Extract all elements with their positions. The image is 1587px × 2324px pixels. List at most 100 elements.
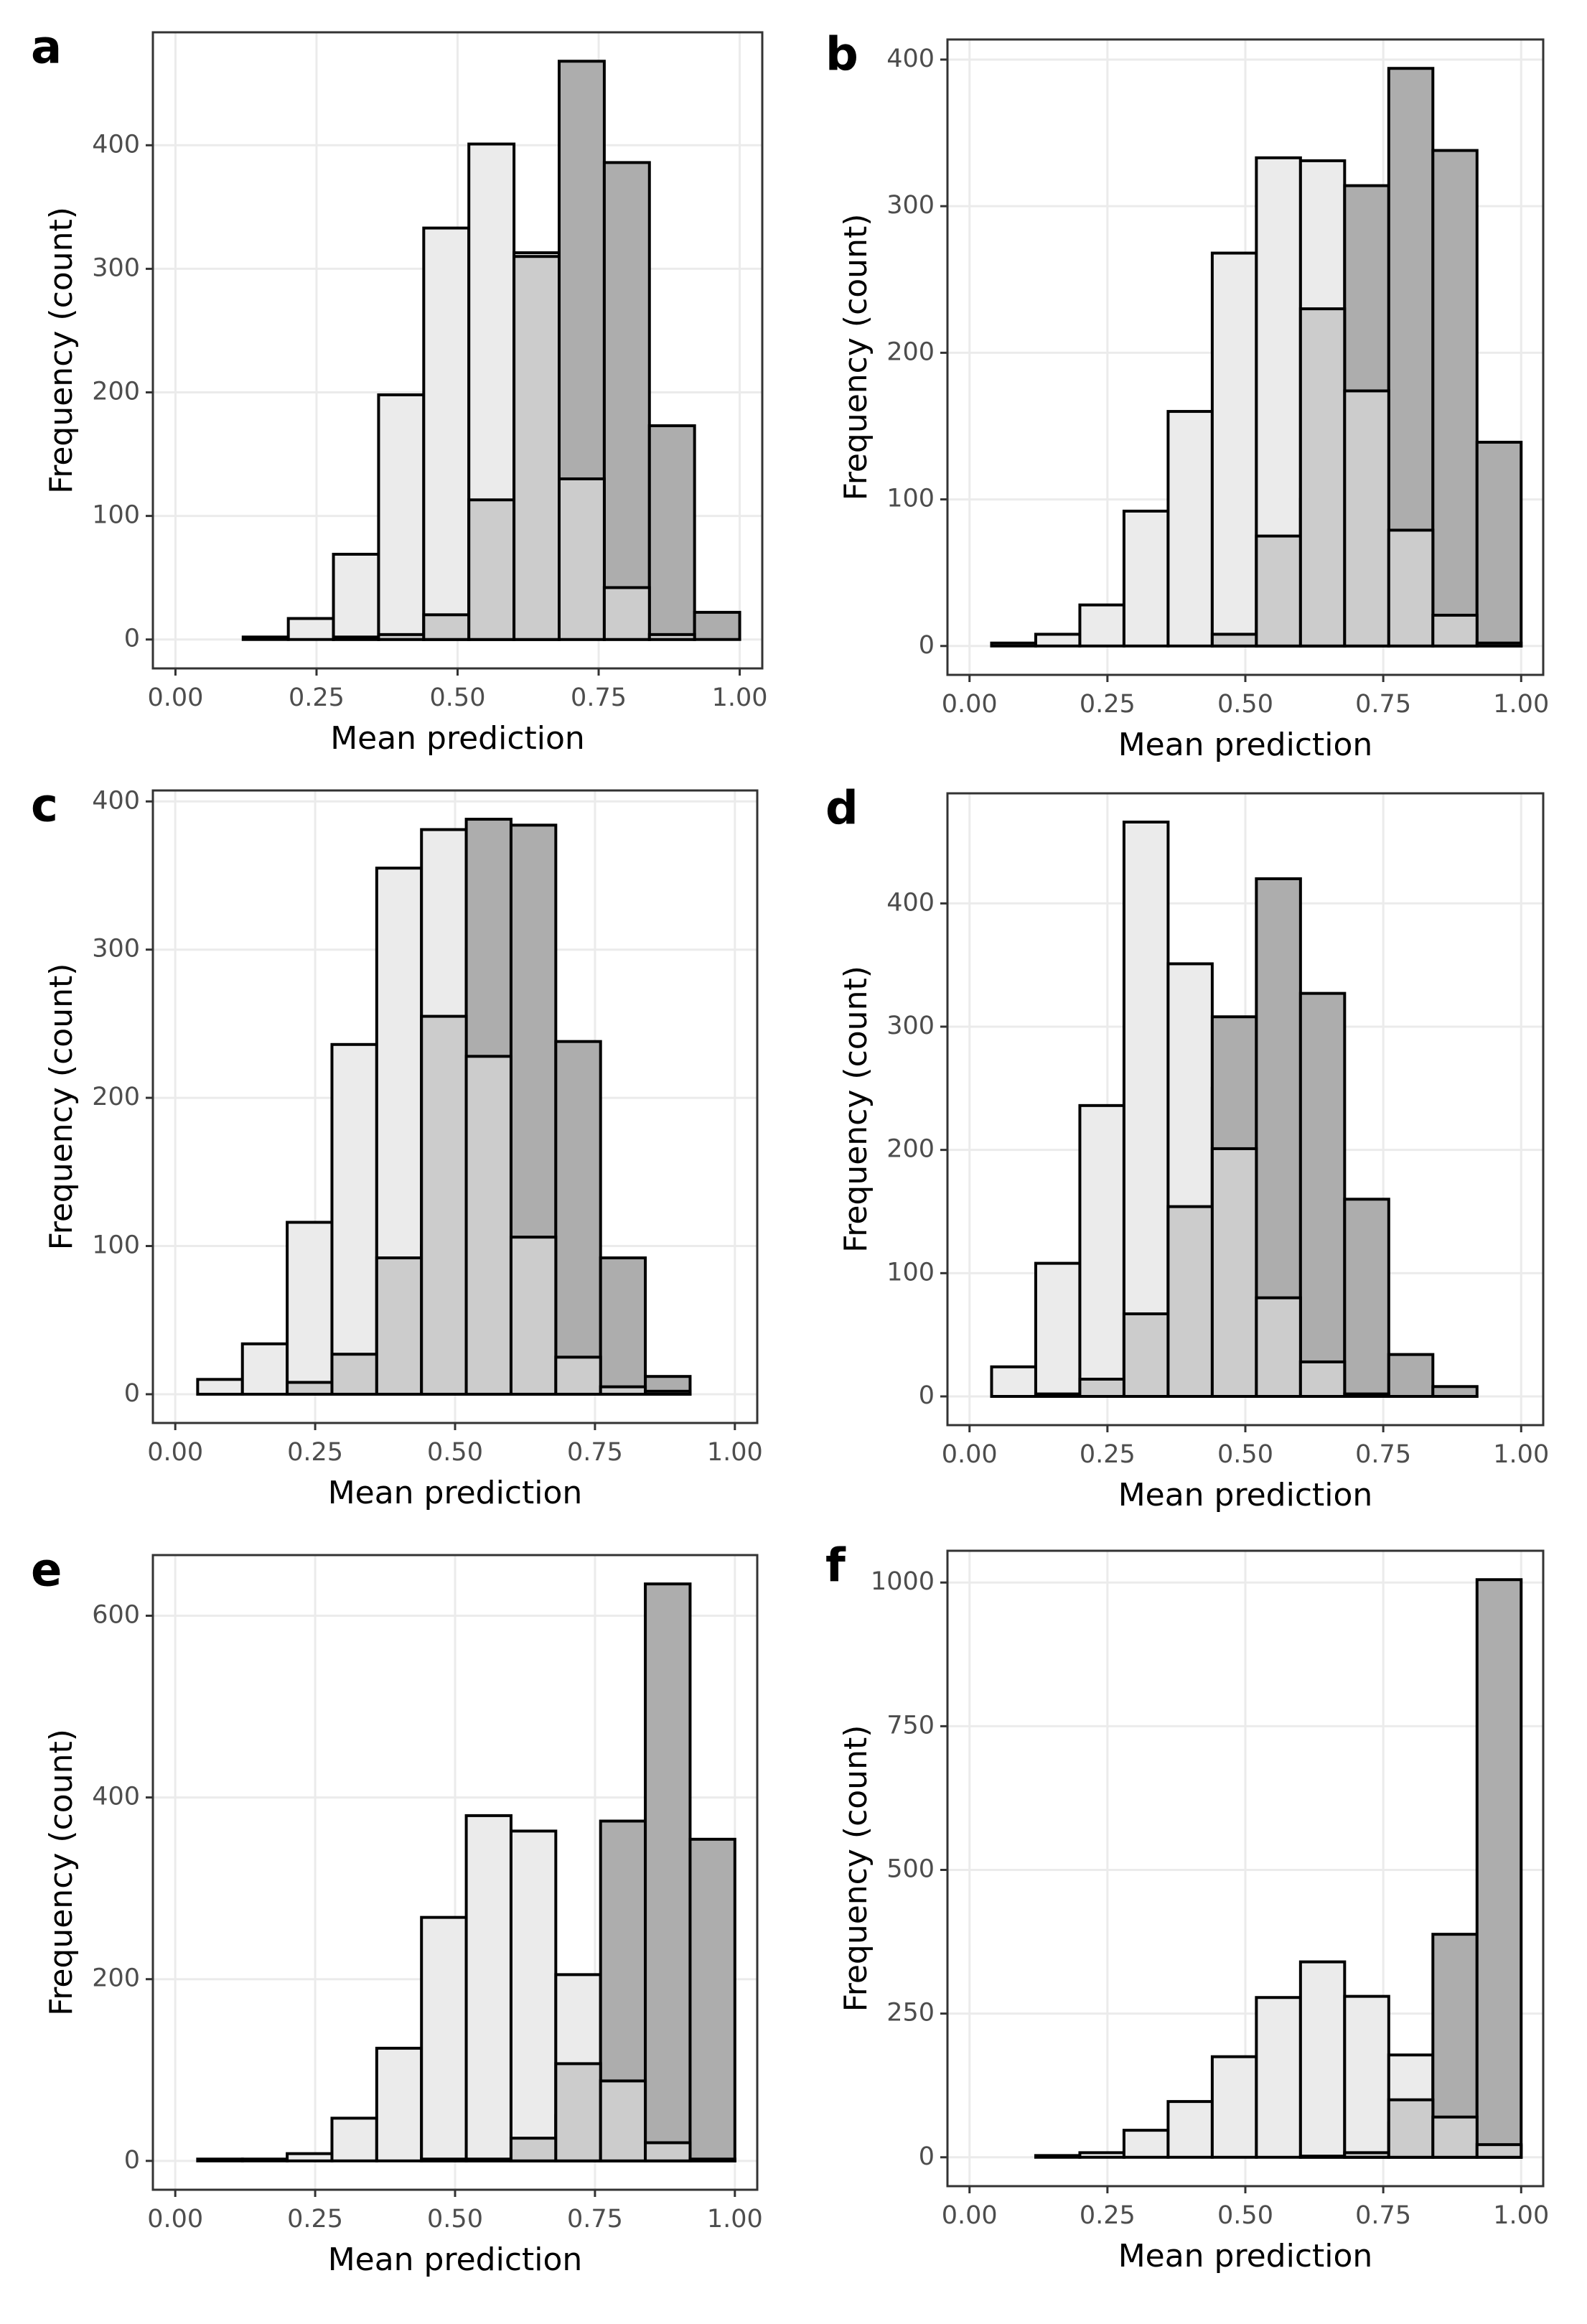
histogram-bar (688, 1837, 736, 2162)
histogram-bar (1475, 641, 1523, 648)
x-tick-label: 0.75 (1355, 2201, 1411, 2230)
histogram-bar (1343, 1392, 1390, 1399)
histogram-bar (1034, 1392, 1082, 1399)
histogram-bar (1078, 603, 1125, 648)
y-tick-label: 0 (919, 631, 935, 660)
histogram-bar (554, 2062, 602, 2162)
histogram-bar (1122, 2129, 1170, 2159)
panel-letter: e (31, 1544, 62, 1597)
x-tick-label: 0.25 (287, 2205, 343, 2234)
histogram-bar (464, 2157, 512, 2162)
x-tick-label: 1.00 (1493, 690, 1549, 719)
y-tick-label: 300 (886, 191, 935, 220)
panel-letter: d (825, 783, 858, 836)
x-tick-label: 0.00 (147, 2205, 203, 2234)
x-tick-label: 1.00 (707, 1438, 763, 1467)
histogram-bar (330, 2117, 378, 2162)
histogram-bar (1034, 1261, 1082, 1399)
y-tick-label: 0 (124, 625, 140, 653)
x-axis-title: Mean prediction (328, 2241, 583, 2278)
y-tick-label: 200 (92, 1083, 140, 1111)
x-tick-label: 1.00 (712, 683, 768, 712)
histogram-bar (1387, 528, 1435, 648)
panel-border (151, 789, 759, 1424)
x-tick-label: 1.00 (707, 2205, 763, 2234)
histogram-bar (1034, 2154, 1082, 2159)
histogram-bar (693, 610, 741, 641)
histogram-bar (1431, 149, 1479, 648)
histogram-bar (1343, 1198, 1390, 1398)
histogram-bar (1255, 534, 1302, 648)
x-tick-label: 0.50 (427, 2205, 483, 2234)
y-axis-title: Frequency (count) (43, 1729, 80, 2016)
histogram-bar (330, 1042, 378, 1396)
histogram-bar (420, 1915, 468, 2162)
histogram-bar (558, 477, 606, 641)
y-tick-label: 500 (886, 1855, 935, 1884)
y-tick-label: 100 (92, 1231, 140, 1260)
x-tick-label: 0.75 (1355, 1440, 1411, 1469)
histogram-bar (1166, 1205, 1214, 1398)
y-tick-label: 100 (92, 501, 140, 530)
histogram-bar (1166, 410, 1214, 648)
y-axis-title: Frequency (count) (838, 1725, 874, 2012)
x-tick-label: 0.50 (1217, 2201, 1273, 2230)
histogram-bar (1343, 389, 1390, 648)
x-tick-label: 0.50 (430, 683, 486, 712)
histogram-bar (332, 552, 380, 641)
x-axis-title: Mean prediction (1118, 727, 1373, 763)
y-tick-label: 200 (886, 1135, 935, 1164)
panel-border (946, 38, 1545, 676)
panel-letter: f (825, 1540, 846, 1593)
x-tick-label: 0.00 (942, 690, 998, 719)
histogram-bar (990, 641, 1037, 648)
histogram-bar (1122, 1312, 1170, 1398)
panel-border (151, 1554, 759, 2191)
histogram-bar (1475, 2143, 1523, 2159)
panel-letter: a (31, 22, 62, 75)
x-tick-label: 0.00 (147, 1438, 203, 1467)
histogram-bar (420, 2157, 468, 2162)
y-axis-title: Frequency (count) (838, 966, 874, 1253)
histogram-bar (509, 1829, 558, 2162)
histogram-bar (1210, 1147, 1258, 1399)
y-tick-label: 0 (124, 2146, 140, 2175)
histogram-bar (196, 2157, 244, 2162)
histogram-bar (554, 1355, 602, 1396)
histogram-bar (554, 1040, 602, 1396)
panel-border (946, 1549, 1545, 2188)
histogram-bar (647, 633, 696, 641)
histogram-bar (1298, 2155, 1347, 2159)
histogram-bar (1122, 509, 1170, 648)
histogram-bar (375, 1256, 423, 1396)
histogram-bar (599, 1256, 647, 1396)
histogram-bar (1122, 821, 1170, 1398)
histogram-bar (1431, 1385, 1479, 1399)
x-tick-label: 0.75 (567, 2205, 623, 2234)
histogram-bar (509, 1236, 558, 1396)
histogram-bar (1255, 1296, 1302, 1398)
panel-letter: c (31, 780, 58, 833)
histogram-bar (420, 1014, 468, 1396)
y-tick-label: 0 (919, 2142, 935, 2171)
histogram-bar (1210, 251, 1258, 648)
y-axis-title: Frequency (count) (838, 214, 874, 501)
y-axis-title: Frequency (count) (43, 963, 80, 1251)
histogram-bar (599, 1385, 647, 1396)
y-tick-label: 400 (92, 786, 140, 815)
x-axis-title: Mean prediction (1118, 2238, 1373, 2274)
x-tick-label: 0.75 (571, 683, 627, 712)
y-tick-label: 400 (92, 1783, 140, 1811)
histogram-bar (467, 498, 516, 641)
histogram-bar (1343, 1994, 1390, 2159)
x-tick-label: 0.25 (287, 1438, 343, 1467)
histogram-bar (422, 613, 471, 641)
y-tick-label: 300 (92, 253, 140, 282)
y-tick-label: 400 (886, 888, 935, 917)
histogram-bar (464, 1055, 512, 1396)
histogram-bar (1475, 440, 1523, 648)
histogram-bar (286, 2152, 334, 2162)
histogram-bar (599, 2079, 647, 2162)
histogram-bar (464, 1814, 512, 2162)
